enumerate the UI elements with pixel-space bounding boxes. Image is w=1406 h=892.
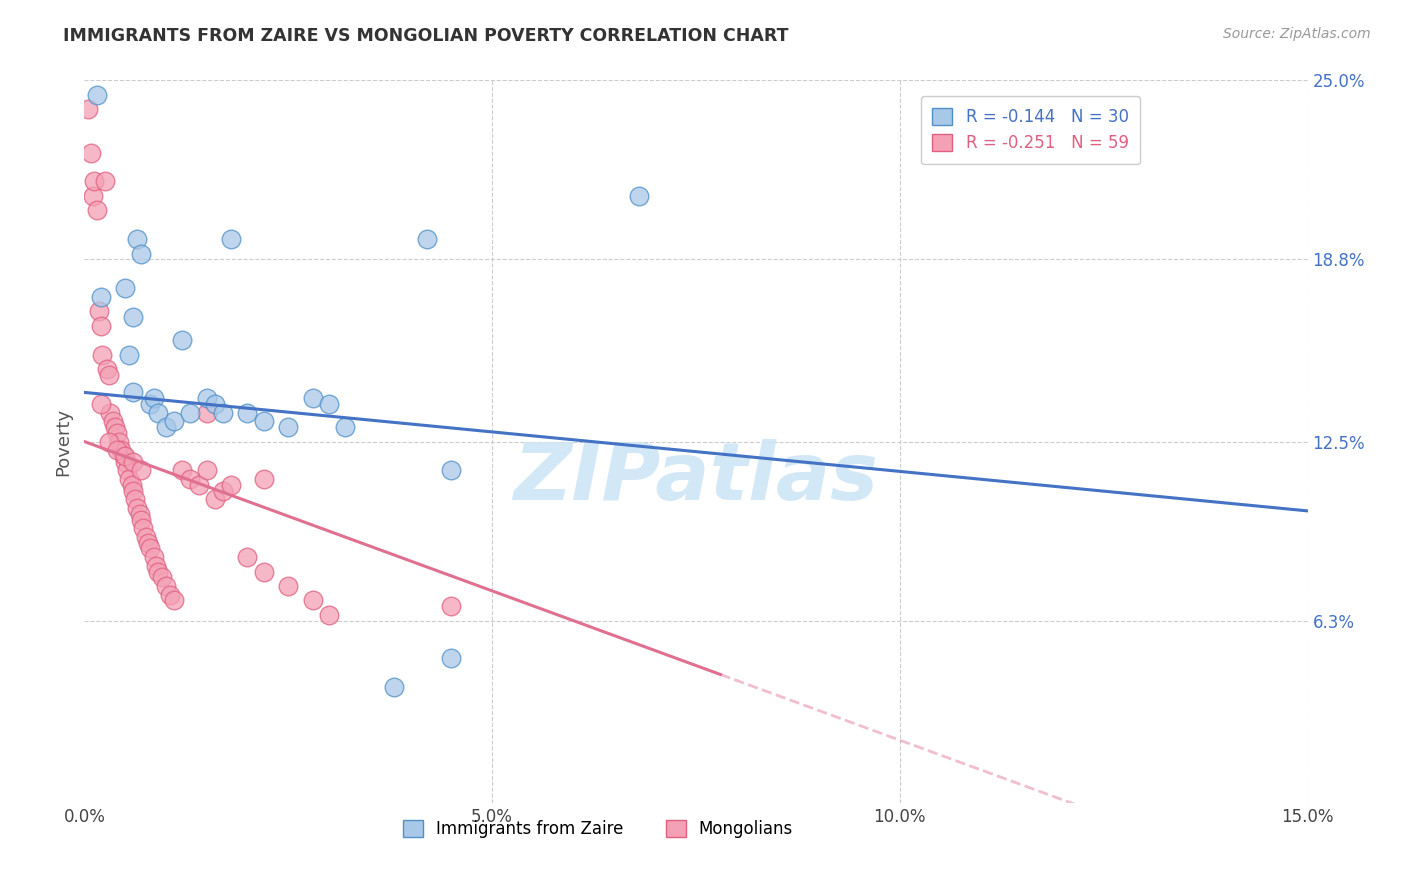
Point xyxy=(318,607,340,622)
Point xyxy=(86,203,108,218)
Point xyxy=(440,463,463,477)
Point xyxy=(128,507,150,521)
Point xyxy=(236,406,259,420)
Point xyxy=(212,406,235,420)
Point xyxy=(112,449,135,463)
Point xyxy=(86,87,108,102)
Point xyxy=(80,145,103,160)
Point xyxy=(146,565,169,579)
Point xyxy=(204,492,226,507)
Point xyxy=(127,501,149,516)
Point xyxy=(253,565,276,579)
Point xyxy=(195,391,218,405)
Point xyxy=(93,174,115,188)
Point xyxy=(301,593,323,607)
Point xyxy=(155,420,177,434)
Point xyxy=(163,414,186,428)
Point xyxy=(131,246,153,260)
Point xyxy=(172,463,194,477)
Point xyxy=(124,492,146,507)
Point xyxy=(253,414,276,428)
Point xyxy=(132,521,155,535)
Point xyxy=(440,599,463,614)
Point xyxy=(127,232,149,246)
Point xyxy=(91,348,114,362)
Point xyxy=(150,570,173,584)
Text: Source: ZipAtlas.com: Source: ZipAtlas.com xyxy=(1223,27,1371,41)
Point xyxy=(159,588,181,602)
Point xyxy=(122,310,145,325)
Point xyxy=(212,483,235,498)
Point xyxy=(122,385,145,400)
Point xyxy=(110,443,132,458)
Point xyxy=(118,472,141,486)
Point xyxy=(122,483,145,498)
Point xyxy=(253,472,276,486)
Point xyxy=(90,290,112,304)
Point xyxy=(195,406,218,420)
Point xyxy=(115,463,138,477)
Point xyxy=(440,651,463,665)
Point xyxy=(627,189,650,203)
Y-axis label: Poverty: Poverty xyxy=(55,408,73,475)
Point xyxy=(97,368,120,382)
Point xyxy=(187,478,209,492)
Point xyxy=(382,680,405,694)
Point xyxy=(136,535,159,549)
Point xyxy=(277,579,299,593)
Point xyxy=(219,478,242,492)
Point xyxy=(101,414,124,428)
Point xyxy=(87,304,110,318)
Point xyxy=(142,550,165,565)
Point xyxy=(301,391,323,405)
Point xyxy=(236,550,259,565)
Point xyxy=(105,425,128,440)
Point xyxy=(96,362,118,376)
Point xyxy=(121,478,143,492)
Point xyxy=(318,397,340,411)
Point xyxy=(135,530,157,544)
Point xyxy=(335,420,357,434)
Point xyxy=(131,512,153,526)
Point xyxy=(179,406,201,420)
Point xyxy=(155,579,177,593)
Point xyxy=(172,334,194,348)
Point xyxy=(107,434,129,449)
Point xyxy=(179,472,201,486)
Point xyxy=(90,318,112,333)
Point xyxy=(146,406,169,420)
Point xyxy=(131,463,153,477)
Point xyxy=(122,455,145,469)
Point xyxy=(195,463,218,477)
Point xyxy=(142,391,165,405)
Point xyxy=(104,420,127,434)
Point xyxy=(145,558,167,573)
Legend: Immigrants from Zaire, Mongolians: Immigrants from Zaire, Mongolians xyxy=(396,814,800,845)
Point xyxy=(114,449,136,463)
Point xyxy=(138,397,160,411)
Point xyxy=(163,593,186,607)
Point xyxy=(82,189,104,203)
Point xyxy=(105,443,128,458)
Point xyxy=(277,420,299,434)
Point xyxy=(114,455,136,469)
Point xyxy=(114,281,136,295)
Point xyxy=(118,348,141,362)
Point xyxy=(83,174,105,188)
Point xyxy=(97,434,120,449)
Text: ZIPatlas: ZIPatlas xyxy=(513,439,879,516)
Point xyxy=(219,232,242,246)
Point xyxy=(204,397,226,411)
Point xyxy=(77,102,100,116)
Point xyxy=(138,541,160,556)
Point xyxy=(416,232,439,246)
Text: IMMIGRANTS FROM ZAIRE VS MONGOLIAN POVERTY CORRELATION CHART: IMMIGRANTS FROM ZAIRE VS MONGOLIAN POVER… xyxy=(63,27,789,45)
Point xyxy=(100,406,122,420)
Point xyxy=(90,397,112,411)
